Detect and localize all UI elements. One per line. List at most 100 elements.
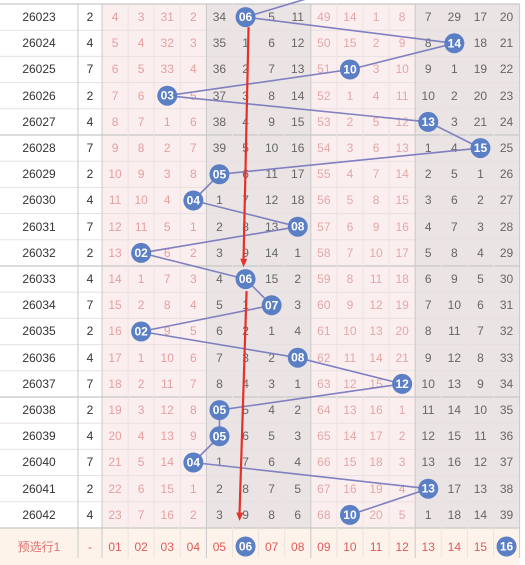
miss-count: 11: [343, 350, 357, 365]
sum-value: 2: [86, 481, 94, 496]
miss-count: 11: [474, 429, 487, 444]
miss-count: 7: [477, 324, 484, 339]
miss-count: 5: [398, 507, 406, 522]
sum-value: 4: [86, 272, 94, 287]
miss-count: 15: [160, 481, 174, 496]
hit-ball: 05: [209, 400, 230, 421]
sum-value: 4: [86, 350, 94, 365]
hit-ball: 08: [287, 216, 308, 237]
miss-count: 4: [398, 481, 406, 496]
miss-count: 1: [451, 62, 458, 77]
miss-count: 10: [473, 403, 488, 418]
miss-count: 16: [343, 481, 357, 496]
miss-count: 13: [421, 455, 435, 470]
miss-count: 15: [108, 298, 122, 313]
miss-count: 5: [451, 167, 458, 182]
miss-count: 7: [424, 10, 432, 25]
miss-count: 4: [346, 167, 354, 182]
miss-count: 37: [499, 455, 514, 470]
hit-ball: 10: [339, 504, 360, 525]
miss-count: 11: [134, 219, 148, 234]
footer-number: 12: [395, 539, 409, 554]
miss-count: 4: [190, 298, 197, 313]
miss-count: 1: [294, 376, 302, 391]
miss-count: 36: [499, 429, 514, 444]
miss-count: 2: [451, 88, 458, 103]
miss-count: 9: [268, 114, 275, 129]
miss-count: 8: [268, 507, 275, 522]
red-arrow: [236, 291, 248, 521]
miss-count: 18: [447, 507, 462, 522]
hit-ball: 14: [444, 33, 465, 54]
miss-count: 4: [137, 36, 145, 51]
miss-count: 10: [395, 62, 409, 77]
miss-count: 12: [473, 455, 488, 470]
hit-ball: 06: [235, 269, 256, 290]
miss-count: 14: [369, 350, 383, 365]
svg-text:06: 06: [239, 10, 253, 24]
miss-count: 3: [137, 403, 145, 418]
miss-count: 12: [108, 219, 122, 234]
footer-sum: -: [88, 539, 92, 554]
svg-text:10: 10: [343, 508, 357, 522]
miss-count: 9: [111, 141, 119, 156]
svg-text:10: 10: [343, 63, 357, 77]
miss-count: 32: [160, 36, 174, 51]
footer-label: 预选行1: [17, 540, 61, 554]
miss-count: 1: [242, 36, 249, 51]
miss-count: 6: [190, 350, 197, 365]
hit-ball: 06: [235, 7, 256, 28]
svg-text:02: 02: [134, 325, 148, 339]
miss-count: 6: [137, 88, 145, 103]
miss-count: 27: [499, 193, 514, 208]
miss-count: 28: [499, 219, 514, 234]
miss-count: 34: [212, 10, 227, 25]
miss-count: 21: [473, 114, 488, 129]
miss-count: 34: [499, 376, 514, 391]
miss-count: 58: [317, 245, 331, 260]
miss-count: 37: [212, 88, 227, 103]
miss-count: 21: [395, 350, 409, 365]
miss-count: 9: [190, 429, 197, 444]
miss-count: 21: [499, 36, 514, 51]
sum-value: 2: [86, 324, 94, 339]
miss-count: 2: [216, 219, 223, 234]
svg-text:05: 05: [213, 403, 227, 417]
miss-count: 6: [216, 324, 223, 339]
miss-count: 6: [451, 193, 458, 208]
miss-count: 20: [369, 507, 383, 522]
miss-count: 6: [190, 114, 197, 129]
miss-count: 7: [346, 245, 354, 260]
miss-count: 14: [395, 167, 409, 182]
miss-count: 2: [346, 114, 354, 129]
issue-number: 26034: [22, 298, 56, 313]
trend-line: [245, 0, 306, 18]
miss-count: 1: [398, 403, 406, 418]
miss-count: 20: [473, 88, 488, 103]
miss-count: 60: [317, 298, 331, 313]
miss-count: 6: [111, 62, 119, 77]
issue-number: 26035: [22, 324, 56, 339]
issue-number: 26025: [22, 62, 56, 77]
issue-number: 26040: [22, 455, 56, 470]
miss-count: 9: [424, 350, 432, 365]
miss-count: 2: [398, 429, 406, 444]
hit-ball: 07: [261, 295, 282, 316]
miss-count: 18: [473, 36, 488, 51]
miss-count: 2: [424, 167, 432, 182]
trend-line: [219, 383, 403, 411]
issue-number: 26038: [22, 403, 56, 418]
issue-number: 26031: [22, 219, 56, 234]
miss-count: 56: [317, 193, 331, 208]
footer-number: 02: [134, 539, 148, 554]
miss-count: 10: [134, 193, 148, 208]
miss-count: 8: [216, 376, 223, 391]
miss-count: 5: [216, 298, 223, 313]
miss-count: 13: [369, 324, 383, 339]
miss-count: 14: [160, 455, 174, 470]
miss-count: 11: [448, 324, 461, 339]
miss-count: 6: [137, 481, 145, 496]
trend-line: [140, 252, 246, 280]
miss-count: 7: [111, 88, 119, 103]
miss-count: 38: [212, 114, 227, 129]
